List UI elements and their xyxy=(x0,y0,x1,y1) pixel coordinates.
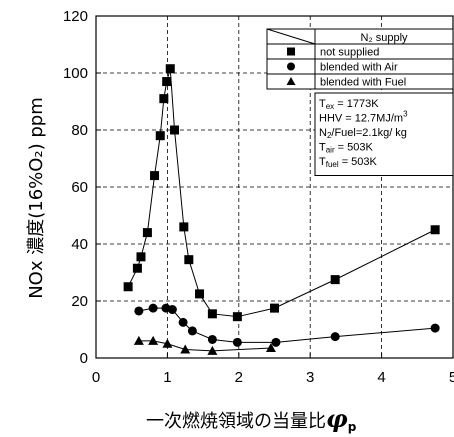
legend-header: N₂ supply xyxy=(360,32,408,44)
legend-label: blended with Fuel xyxy=(320,77,406,89)
x-tick-label: 2 xyxy=(235,369,243,386)
point-not-supplied xyxy=(170,125,180,135)
legend-label: not supplied xyxy=(320,47,379,59)
point-not-supplied xyxy=(179,222,189,232)
point-not-supplied xyxy=(132,263,142,273)
point-blended-with-air xyxy=(430,323,440,333)
point-not-supplied xyxy=(136,252,146,262)
condition-lead: HHV = 12.7MJ/m xyxy=(319,113,403,125)
y-tick-label: 0 xyxy=(80,350,88,367)
point-blended-with-air xyxy=(271,337,281,347)
x-axis-label-main: 一次燃焼領域の当量比 xyxy=(146,411,326,432)
x-tick-label: 0 xyxy=(92,369,100,386)
x-tick-label: 4 xyxy=(377,369,385,386)
y-tick-labels: 0 20 40 60 80 100 120 xyxy=(63,8,101,367)
point-not-supplied xyxy=(150,171,160,181)
point-not-supplied xyxy=(123,282,133,292)
x-tick-label: 3 xyxy=(306,369,314,386)
point-blended-with-fuel xyxy=(133,335,144,345)
point-not-supplied xyxy=(142,228,152,238)
point-not-supplied xyxy=(232,312,242,322)
x-tick-label: 1 xyxy=(163,369,171,386)
y-tick-label: 60 xyxy=(71,179,88,196)
condition-tail: = 503K xyxy=(339,156,378,168)
condition-line: Tex = 1773K xyxy=(319,98,379,111)
point-not-supplied xyxy=(270,303,279,313)
x-tick-labels: 0 1 2 3 4 5 xyxy=(92,353,454,386)
legend-label: blended with Air xyxy=(320,62,398,74)
condition-subscript: fuel xyxy=(326,160,339,169)
condition-tail: /Fuel=2.1kg/ kg xyxy=(331,127,407,139)
point-not-supplied xyxy=(330,275,340,285)
condition-subscript: ex xyxy=(326,102,334,111)
point-blended-with-air xyxy=(167,305,177,315)
point-not-supplied xyxy=(195,289,205,299)
y-tick-label: 40 xyxy=(71,236,88,253)
condition-line: Tair = 503K xyxy=(319,142,374,155)
point-not-supplied xyxy=(165,64,175,74)
point-not-supplied xyxy=(184,255,194,265)
point-blended-with-fuel xyxy=(180,344,191,354)
condition-tail: = 503K xyxy=(335,142,374,154)
condition-lead: T xyxy=(319,98,326,110)
point-not-supplied xyxy=(155,131,165,141)
legend-header-diagonal xyxy=(266,28,316,45)
condition-lead: T xyxy=(319,142,326,154)
x-axis-label-symbol: φ xyxy=(326,404,348,433)
condition-superscript: 3 xyxy=(403,110,408,119)
point-blended-with-air xyxy=(232,337,242,347)
condition-subscript: 2 xyxy=(327,131,332,140)
condition-lead: T xyxy=(319,156,326,168)
condition-tail: = 1773K xyxy=(334,98,379,110)
point-not-supplied xyxy=(430,225,440,235)
y-tick-label: 100 xyxy=(63,65,88,82)
x-tick-label: 5 xyxy=(449,369,454,386)
point-not-supplied xyxy=(159,94,169,104)
y-tick-label: 20 xyxy=(71,293,88,310)
point-blended-with-fuel xyxy=(162,338,173,348)
point-blended-with-air xyxy=(207,334,217,344)
y-tick-label: 80 xyxy=(71,122,88,139)
condition-line: HHV = 12.7MJ/m3 xyxy=(319,110,408,125)
point-blended-with-air xyxy=(178,317,188,327)
legend-marker xyxy=(286,77,296,85)
y-tick-label: 120 xyxy=(63,8,88,25)
y-axis-label: NOx 濃度(16%O₂) ppm xyxy=(26,97,47,299)
condition-lead: N xyxy=(319,127,327,139)
point-blended-with-fuel xyxy=(148,335,159,345)
x-axis-label-subscript: p xyxy=(348,420,357,434)
x-axis-label: 一次燃焼領域の当量比φp xyxy=(146,404,357,434)
condition-line: N2/Fuel=2.1kg/ kg xyxy=(319,127,407,140)
conditions-frame xyxy=(314,92,454,176)
point-blended-with-air xyxy=(330,332,340,342)
point-blended-with-fuel xyxy=(265,343,276,353)
point-blended-with-air xyxy=(148,303,158,313)
condition-line: Tfuel = 503K xyxy=(319,156,378,169)
point-blended-with-air xyxy=(187,326,197,336)
legend-marker xyxy=(287,47,295,56)
point-not-supplied xyxy=(207,309,217,319)
legend: N₂ supply not supplied blended with Air ble… xyxy=(266,28,454,90)
point-not-supplied xyxy=(162,77,172,87)
point-blended-with-air xyxy=(134,306,144,316)
legend-marker xyxy=(287,62,295,71)
condition-subscript: air xyxy=(326,146,335,155)
point-blended-with-fuel xyxy=(207,345,218,355)
series-markers xyxy=(123,64,440,355)
